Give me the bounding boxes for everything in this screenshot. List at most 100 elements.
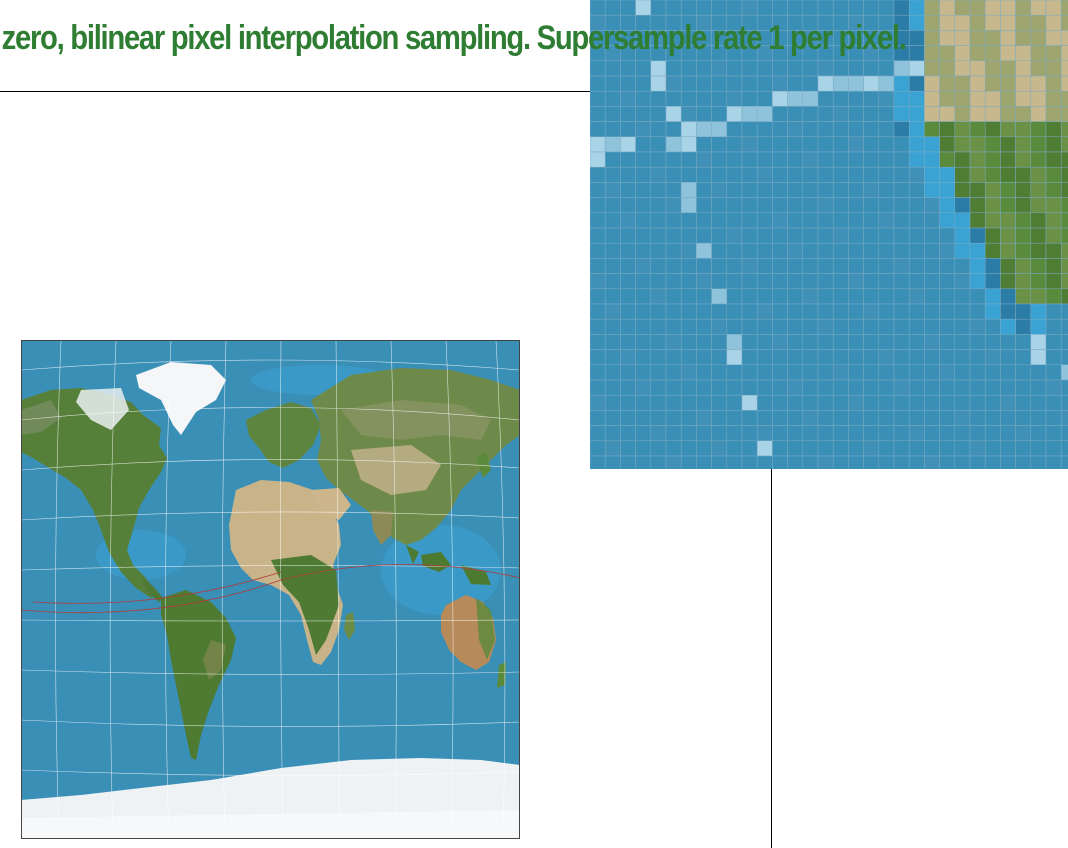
pixel-cell [787,349,804,366]
pixel-cell [1000,288,1016,305]
pixel-cell [620,318,636,335]
pixel-cell [680,334,697,350]
pixel-cell [893,197,910,214]
pixel-cell [863,106,880,122]
pixel-cell [635,151,652,168]
pixel-cell [604,227,621,244]
pixel-cell [1030,303,1047,320]
pixel-cell [604,121,621,138]
pixel-cell [969,45,986,62]
pixel-cell [802,182,819,198]
pixel-cell [635,440,652,457]
pixel-cell [802,334,819,350]
pixel-cell [604,349,621,366]
pixel-cell [726,75,743,92]
pixel-cell [1015,242,1032,259]
pixel-cell [908,121,925,138]
pixel-cell [863,318,880,335]
pixel-cell [848,318,864,335]
pixel-cell [756,0,773,16]
pixel-cell [741,106,758,122]
pixel-cell [787,364,804,381]
pixel-cell [939,318,956,335]
pixel-cell [817,242,834,259]
pixel-cell [924,379,940,396]
pixel-cell [756,288,773,305]
pixel-cell [1045,182,1062,198]
pixel-cell [787,121,804,138]
pixel-cell [832,410,849,426]
pixel-cell [1060,182,1068,198]
pixel-cell [604,166,621,183]
pixel-cell [1015,90,1032,107]
pixel-cell [848,136,864,153]
pixel-cell [604,425,621,442]
pixel-cell [984,379,1001,396]
pixel-cell [848,121,864,138]
pixel-cell [817,303,834,320]
pixel-cell [696,303,712,320]
pixel-cell [863,258,880,274]
pixel-cell [711,212,728,229]
pixel-cell [878,318,895,335]
pixel-cell [711,242,728,259]
pixel-cell [1045,379,1062,396]
pixel-cell [620,455,636,469]
pixel-cell [665,182,682,198]
pixel-cell [848,258,864,274]
pixel-cell [787,136,804,153]
pixel-cell [924,258,940,274]
pixel-cell [772,318,788,335]
pixel-cell [726,318,743,335]
pixel-cell [635,394,652,411]
pixel-cell [939,394,956,411]
pixel-cell [635,288,652,305]
pixel-cell [772,106,788,122]
pixel-cell [1015,60,1032,77]
pixel-cell [650,273,667,290]
pixel-cell [590,227,606,244]
pixel-cell [1030,379,1047,396]
pixel-cell [726,136,743,153]
pixel-cell [726,455,743,469]
pixel-cell [635,364,652,381]
pixel-cell [908,394,925,411]
pixel-cell [878,440,895,457]
pixel-cell [802,166,819,183]
pixel-cell [620,182,636,198]
pixel-cell [924,121,940,138]
pixel-cell [1060,364,1068,381]
pixel-cell [711,349,728,366]
pixel-cell [696,394,712,411]
pixel-cell [954,258,971,274]
pixel-cell [696,288,712,305]
pixel-cell [984,166,1001,183]
pixel-cell [954,455,971,469]
pixel-cell [893,440,910,457]
pixel-cell [741,182,758,198]
pixel-cell [1030,121,1047,138]
pixel-cell [893,60,910,77]
pixel-cell [908,90,925,107]
pixel-cell [984,364,1001,381]
zoom-panel [590,0,1068,469]
pixel-cell [650,455,667,469]
pixel-cell [954,242,971,259]
pixel-cell [908,455,925,469]
pixel-cell [1015,106,1032,122]
pixel-cell [908,242,925,259]
pixel-cell [726,258,743,274]
pixel-cell [1045,410,1062,426]
pixel-cell [590,318,606,335]
pixel-cell [590,288,606,305]
pixel-cell [787,75,804,92]
pixel-cell [969,75,986,92]
pixel-cell [848,364,864,381]
pixel-cell [680,288,697,305]
pixel-cell [711,379,728,396]
pixel-cell [787,394,804,411]
pixel-cell [939,14,956,31]
pixel-cell [741,425,758,442]
pixel-cell [969,318,986,335]
pixel-cell [787,318,804,335]
